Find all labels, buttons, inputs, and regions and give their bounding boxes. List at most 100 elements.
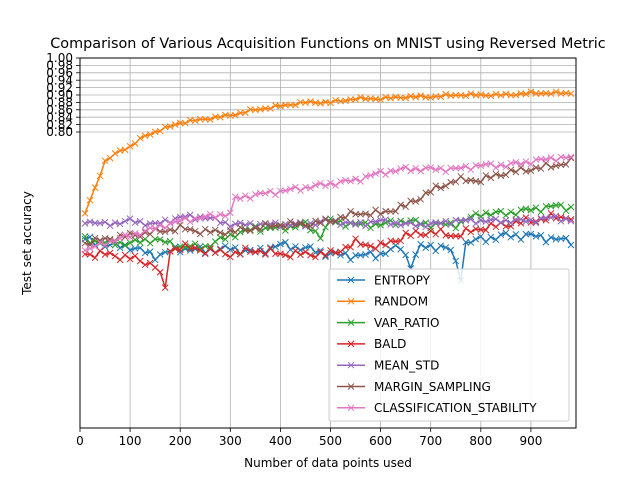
data-point-marker (221, 250, 229, 258)
data-point-marker (277, 250, 284, 258)
data-point-marker (292, 183, 299, 191)
data-point-marker (502, 216, 510, 224)
data-point-marker (146, 248, 154, 255)
data-point-marker (457, 217, 465, 224)
data-point-marker (402, 94, 410, 102)
data-point-marker (156, 251, 164, 258)
data-point-marker (116, 244, 124, 252)
data-point-marker (502, 90, 510, 98)
data-point-marker (211, 226, 219, 234)
data-point-marker (432, 182, 440, 190)
data-point-marker (497, 219, 505, 227)
data-point-marker (287, 217, 294, 225)
data-point-marker (211, 238, 219, 245)
data-point-marker (312, 181, 319, 189)
legend-marker (347, 383, 355, 390)
data-point-marker (412, 93, 420, 101)
data-point-marker (96, 239, 104, 246)
data-point-marker (437, 242, 445, 250)
data-point-marker (442, 244, 450, 251)
data-point-marker (357, 93, 364, 101)
data-point-marker (452, 224, 460, 232)
data-point-marker (352, 235, 359, 243)
data-point-marker (492, 170, 500, 178)
y-tick-label: 0.90 (46, 88, 73, 102)
data-point-marker (156, 268, 164, 276)
y-tick-label: 0.82 (46, 118, 73, 132)
data-point-marker (352, 210, 359, 218)
data-point-marker (216, 210, 224, 218)
data-point-marker (131, 252, 139, 260)
data-point-marker (111, 252, 119, 260)
data-point-marker (522, 90, 530, 98)
data-point-marker (136, 239, 144, 246)
data-point-marker (141, 132, 149, 140)
data-point-marker (186, 225, 194, 233)
y-tick-label: 0.84 (46, 110, 73, 124)
data-point-marker (537, 90, 545, 97)
data-point-marker (567, 217, 575, 225)
data-point-marker (472, 210, 480, 217)
data-point-marker (457, 164, 465, 172)
data-point-marker (226, 253, 234, 261)
data-point-marker (452, 164, 460, 172)
data-point-marker (176, 119, 184, 127)
data-point-marker (156, 236, 164, 243)
data-point-marker (462, 225, 470, 232)
legend-label: VAR_RATIO (374, 316, 439, 330)
data-point-marker (422, 223, 430, 231)
data-point-marker (231, 248, 239, 256)
data-point-marker (347, 96, 354, 103)
data-point-marker (447, 232, 455, 240)
data-point-marker (201, 225, 209, 233)
data-point-marker (322, 98, 329, 106)
data-point-marker (557, 217, 565, 225)
data-point-marker (487, 92, 495, 100)
data-point-marker (522, 230, 530, 238)
legend-box (328, 268, 570, 422)
data-point-marker (492, 223, 500, 231)
data-point-marker (402, 163, 410, 171)
legend-item: VAR_RATIO (337, 316, 439, 330)
data-point-marker (342, 249, 349, 257)
data-point-marker (362, 210, 369, 218)
data-point-marker (512, 216, 520, 223)
data-point-marker (121, 146, 129, 154)
tick-layer: 0 100 200 300 400 500 600 700 800 900 0.800.820.84… (46, 51, 542, 448)
data-point-marker (532, 164, 540, 172)
legend-label: RANDOM (374, 295, 428, 309)
legend-item: MEAN_STD (337, 359, 439, 373)
data-point-marker (106, 237, 114, 245)
data-point-marker (352, 221, 359, 228)
data-point-marker (357, 178, 364, 185)
data-point-marker (337, 178, 344, 185)
data-point-marker (337, 221, 344, 229)
legend-marker (347, 319, 355, 326)
data-point-marker (116, 220, 124, 228)
data-point-marker (467, 176, 475, 184)
data-point-marker (317, 248, 324, 256)
data-point-marker (497, 161, 505, 169)
data-point-marker (126, 255, 134, 263)
data-point-marker (287, 253, 294, 261)
legend-marker (347, 340, 355, 348)
data-point-marker (377, 239, 384, 247)
data-point-marker (241, 109, 249, 117)
data-point-marker (362, 95, 369, 103)
data-point-marker (332, 182, 339, 189)
data-point-marker (497, 91, 505, 99)
data-point-marker (387, 245, 394, 253)
data-point-marker (367, 242, 374, 250)
data-point-marker (392, 168, 399, 175)
data-point-marker (246, 227, 254, 235)
data-point-marker (181, 225, 189, 233)
data-point-marker (246, 248, 254, 256)
data-point-marker (372, 206, 379, 214)
data-point-marker (422, 93, 430, 101)
data-point-marker (567, 90, 575, 98)
y-tick-label: 0.92 (46, 81, 73, 95)
data-point-marker (512, 91, 520, 99)
data-point-marker (226, 226, 234, 234)
legend-label: CLASSIFICATION_STABILITY (374, 401, 537, 415)
data-point-marker (482, 226, 490, 234)
